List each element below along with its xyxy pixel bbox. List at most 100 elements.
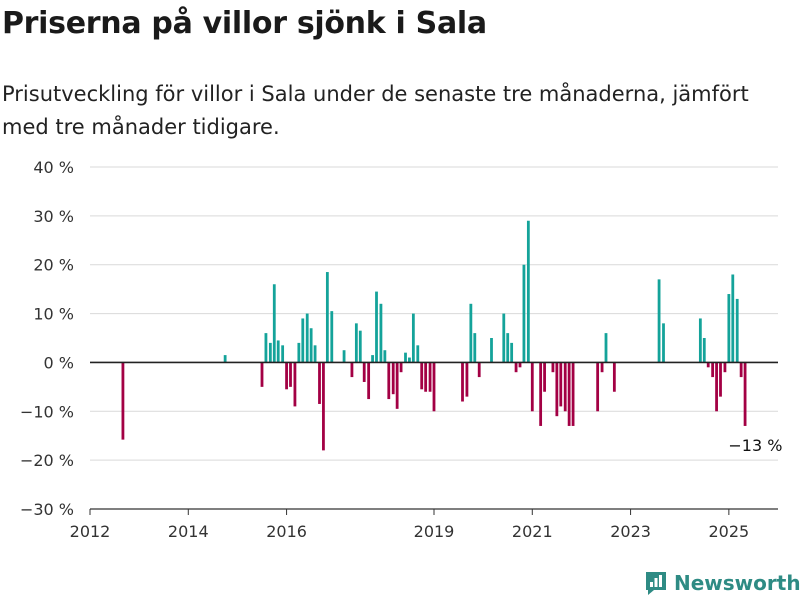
bar bbox=[309, 328, 313, 363]
y-tick-label: −30 % bbox=[20, 500, 74, 519]
x-tick-label: 2014 bbox=[168, 522, 209, 541]
bar bbox=[121, 362, 125, 440]
bar bbox=[281, 345, 285, 363]
y-tick-label: 20 % bbox=[33, 256, 74, 275]
bar bbox=[260, 362, 264, 387]
chart-subtitle: Prisutveckling för villor i Sala under d… bbox=[2, 82, 749, 139]
bar bbox=[555, 362, 559, 417]
bar bbox=[567, 362, 571, 426]
y-tick-label: −10 % bbox=[20, 402, 74, 421]
bar bbox=[465, 362, 469, 397]
bar bbox=[731, 274, 735, 363]
bar bbox=[399, 362, 403, 373]
bar bbox=[354, 323, 358, 363]
x-axis-tick-labels: 2012 2014 2016 2019 2021 2023 2025 bbox=[70, 522, 750, 541]
bar bbox=[268, 342, 272, 363]
bar bbox=[715, 362, 718, 412]
bar bbox=[375, 291, 378, 363]
bar bbox=[735, 298, 739, 363]
chart-title: Priserna på villor sjönk i Sala bbox=[2, 6, 487, 41]
bar bbox=[719, 362, 722, 397]
y-tick-label: 30 % bbox=[33, 207, 74, 226]
bar bbox=[510, 342, 514, 363]
bar bbox=[743, 362, 747, 426]
bar bbox=[379, 303, 383, 363]
bar bbox=[506, 333, 510, 363]
bar bbox=[383, 350, 387, 363]
bar bbox=[551, 362, 555, 373]
x-tick-label: 2012 bbox=[70, 522, 111, 541]
bar bbox=[604, 333, 608, 363]
bar bbox=[600, 362, 604, 373]
bar bbox=[223, 355, 227, 363]
bar bbox=[596, 362, 600, 412]
bar bbox=[502, 313, 506, 363]
bar bbox=[739, 362, 743, 378]
bar bbox=[662, 323, 665, 363]
bar bbox=[428, 362, 432, 392]
bar bbox=[469, 303, 473, 363]
bar bbox=[395, 362, 399, 409]
x-tick-label: 2025 bbox=[708, 522, 749, 541]
bar bbox=[432, 362, 436, 412]
bar bbox=[272, 284, 276, 363]
bar bbox=[477, 362, 481, 378]
brand-logo: Newsworthy bbox=[644, 570, 800, 596]
bar bbox=[539, 362, 543, 426]
bar bbox=[391, 362, 395, 395]
bar bbox=[297, 342, 301, 363]
axes bbox=[89, 361, 778, 515]
y-axis-tick-labels: −30 % −20 % −10 % 0 % 10 % 20 % 30 % 40 % bbox=[20, 158, 74, 519]
bar bbox=[371, 355, 374, 363]
bar bbox=[490, 338, 493, 363]
bar bbox=[264, 333, 268, 363]
bar bbox=[289, 362, 292, 387]
bar bbox=[411, 313, 415, 363]
bar bbox=[473, 333, 477, 363]
bar bbox=[522, 264, 526, 363]
bar bbox=[367, 362, 371, 400]
bar bbox=[404, 352, 407, 363]
bar bbox=[362, 362, 366, 382]
bar bbox=[301, 318, 305, 363]
bar bbox=[408, 357, 411, 363]
latest-value-annotation: −13 % bbox=[728, 436, 782, 455]
bar bbox=[657, 279, 661, 363]
brand-name: Newsworthy bbox=[674, 571, 800, 595]
bar bbox=[342, 350, 346, 363]
bar bbox=[706, 362, 710, 368]
bar bbox=[387, 362, 391, 400]
y-tick-label: 40 % bbox=[33, 158, 74, 177]
bar bbox=[543, 362, 546, 392]
x-tick-label: 2019 bbox=[414, 522, 455, 541]
bars bbox=[121, 220, 747, 451]
y-tick-label: 10 % bbox=[33, 305, 74, 324]
bar bbox=[416, 345, 420, 363]
y-tick-label: −20 % bbox=[20, 451, 74, 470]
bar bbox=[559, 362, 563, 407]
bar bbox=[571, 362, 575, 426]
bar bbox=[461, 362, 464, 402]
bar bbox=[530, 362, 534, 412]
bar bbox=[325, 272, 329, 363]
bar bbox=[702, 338, 706, 363]
bar bbox=[612, 362, 616, 392]
x-tick-label: 2023 bbox=[610, 522, 651, 541]
bar bbox=[358, 330, 362, 363]
bar bbox=[563, 362, 567, 412]
bar bbox=[420, 362, 424, 390]
bar bbox=[514, 362, 518, 373]
bar bbox=[305, 313, 309, 363]
bar bbox=[285, 362, 288, 390]
x-tick-label: 2021 bbox=[512, 522, 553, 541]
gridlines bbox=[90, 166, 778, 461]
bar bbox=[318, 362, 321, 404]
bar bbox=[698, 318, 702, 363]
bar bbox=[322, 362, 325, 451]
bar bbox=[518, 362, 522, 368]
bar bbox=[424, 362, 428, 392]
bar bbox=[276, 340, 280, 363]
bar bbox=[727, 294, 731, 363]
bar bbox=[313, 345, 317, 363]
